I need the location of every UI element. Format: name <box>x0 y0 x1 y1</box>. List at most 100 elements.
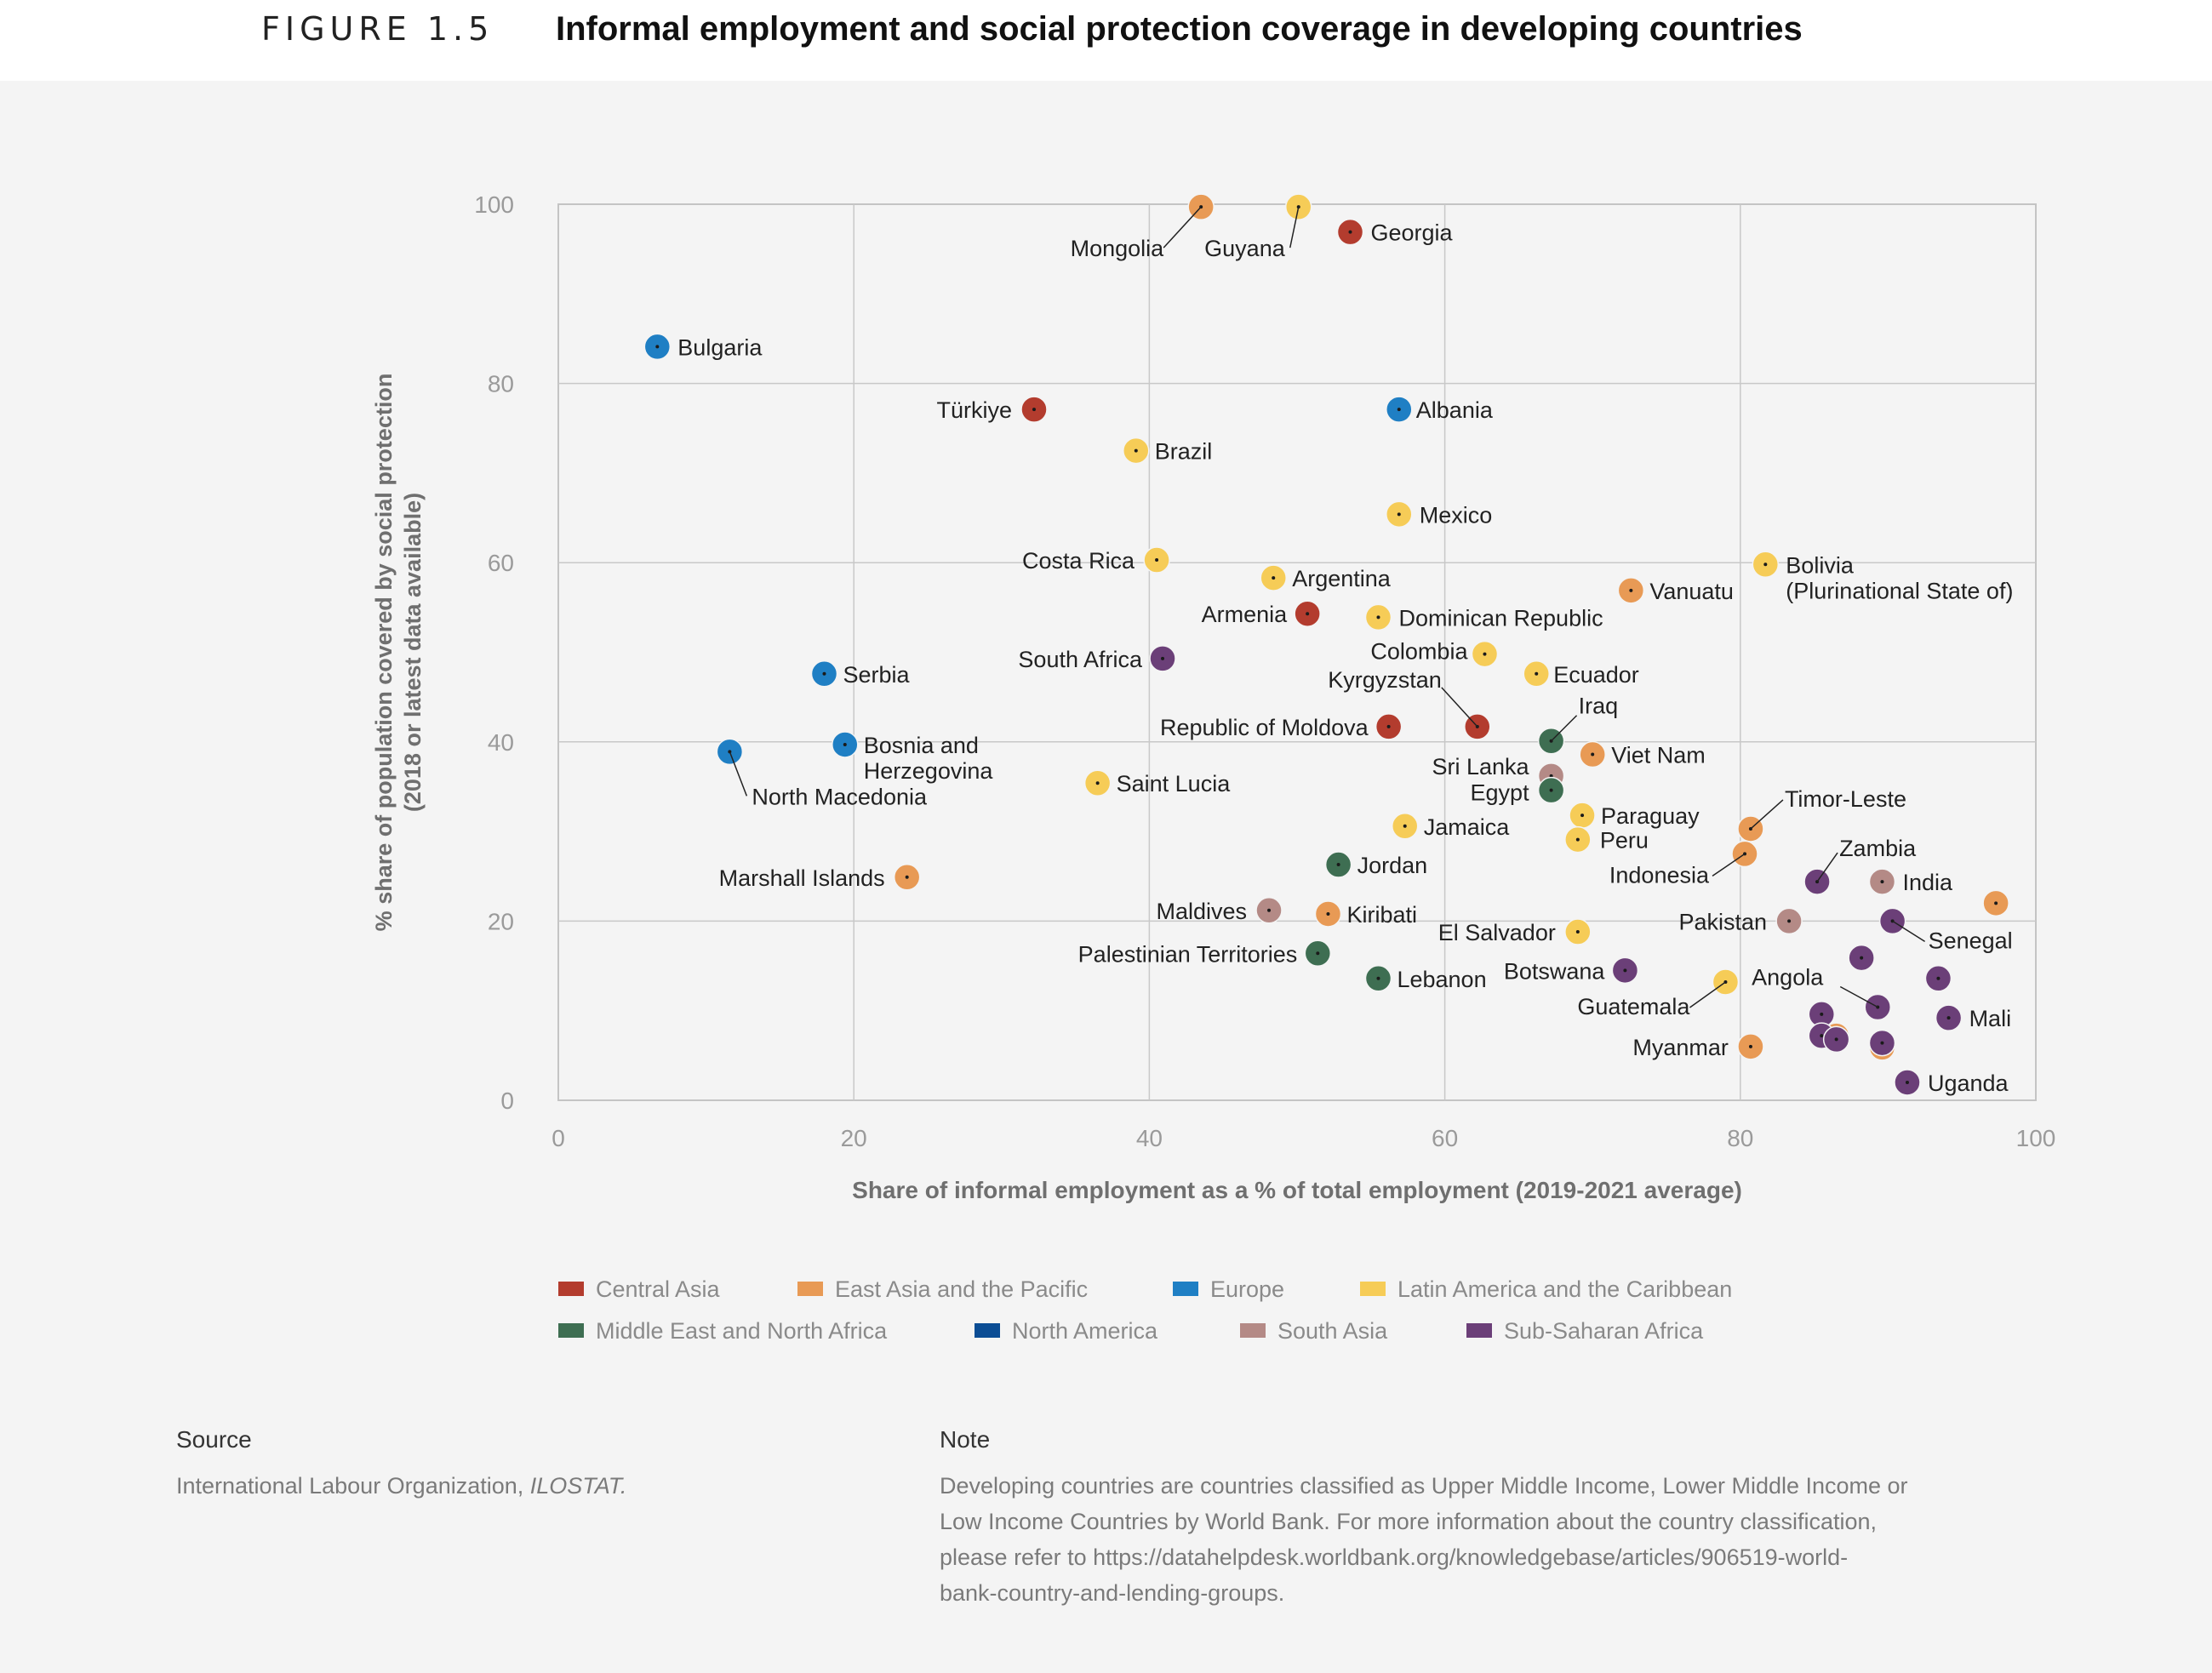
y-tick-label: 20 <box>488 908 514 934</box>
label-leader-line <box>1712 853 1746 877</box>
point-label: Iraq <box>1579 694 1619 719</box>
legend-swatch <box>558 1282 584 1296</box>
point-label: Pakistan <box>1679 909 1768 934</box>
y-tick-label: 100 <box>474 191 514 218</box>
point-label: Jamaica <box>1424 814 1511 840</box>
legend-swatch <box>797 1282 823 1296</box>
note-line: Developing countries are countries class… <box>940 1473 1908 1499</box>
point-label: Myanmar <box>1632 1035 1729 1060</box>
y-tick-label: 60 <box>488 550 514 576</box>
data-point-center <box>1787 919 1792 923</box>
data-point-center <box>1936 976 1941 980</box>
figure-label: FIGURE 1.5 <box>261 10 494 48</box>
data-point-center <box>1994 901 1998 905</box>
note-line: Low Income Countries by World Bank. For … <box>940 1509 1878 1534</box>
data-point-center <box>1880 880 1884 884</box>
point-label: Serbia <box>843 662 910 688</box>
point-label: Mongolia <box>1071 236 1165 261</box>
legend-swatch <box>558 1323 584 1338</box>
point-label: India <box>1902 870 1953 895</box>
point-label: Bolivia <box>1786 552 1855 578</box>
y-axis-label: % share of population covered by social … <box>371 374 426 932</box>
label-leader-line <box>729 751 748 797</box>
point-label: Lebanon <box>1397 967 1486 992</box>
label-leader-line <box>1163 206 1202 248</box>
source-heading: Source <box>176 1426 252 1453</box>
data-point-center <box>905 875 909 879</box>
point-label: Türkiye <box>936 397 1012 423</box>
data-point-center <box>1348 230 1352 234</box>
data-point-center <box>822 671 826 676</box>
data-point-center <box>1403 824 1407 828</box>
data-point-center <box>1161 656 1165 660</box>
x-tick-label: 20 <box>841 1125 867 1151</box>
data-point-center <box>1134 448 1138 453</box>
legend-label: Central Asia <box>596 1276 721 1302</box>
x-axis-label: Share of informal employment as a % of t… <box>852 1177 1742 1203</box>
point-label: Timor-Leste <box>1785 786 1906 812</box>
point-label: Guyana <box>1204 236 1286 261</box>
point-label: South Africa <box>1018 647 1143 672</box>
point-label: Palestinian Territories <box>1078 941 1298 967</box>
point-label: Indonesia <box>1609 862 1710 888</box>
legend-label: Europe <box>1210 1276 1284 1302</box>
data-point-center <box>1763 562 1768 567</box>
label-leader-line <box>1839 985 1878 1008</box>
label-leader-line <box>1689 981 1726 1008</box>
point-label: Argentina <box>1292 566 1392 591</box>
data-point-center <box>1483 652 1487 656</box>
y-axis-label-line: (2018 or latest data available) <box>400 493 426 812</box>
point-label: Vanuatu <box>1649 579 1734 604</box>
data-point-center <box>1316 951 1320 956</box>
data-point-center <box>1032 408 1036 412</box>
legend-swatch <box>975 1323 1000 1338</box>
point-label: Paraguay <box>1601 803 1700 829</box>
note-line: bank-country-and-lending-groups. <box>940 1580 1285 1606</box>
data-point-center <box>1376 615 1380 620</box>
legend-label: East Asia and the Pacific <box>835 1276 1088 1302</box>
legend-label: Middle East and North Africa <box>596 1318 888 1344</box>
point-label: Brazil <box>1155 439 1213 465</box>
point-label: Jordan <box>1357 853 1428 878</box>
point-label: Uganda <box>1928 1071 2009 1096</box>
legend-swatch <box>1466 1323 1492 1338</box>
legend-label: North America <box>1012 1318 1158 1344</box>
data-point-center <box>1591 752 1595 757</box>
point-label: Viet Nam <box>1611 743 1706 768</box>
data-point-center <box>1306 612 1310 616</box>
point-label: Republic of Moldova <box>1160 715 1369 740</box>
data-point-center <box>1580 814 1585 818</box>
y-tick-label: 80 <box>488 371 514 397</box>
label-leader-line <box>1289 207 1300 248</box>
data-point-center <box>1095 781 1100 785</box>
point-label: Kiribati <box>1346 902 1417 928</box>
figure-header: FIGURE 1.5 Informal employment and socia… <box>0 0 2212 81</box>
data-point-center <box>1376 976 1380 980</box>
point-label: Bosnia and <box>864 733 979 758</box>
legend-swatch <box>1240 1323 1266 1338</box>
data-point-center <box>1748 1044 1752 1048</box>
data-point-center <box>1397 408 1401 412</box>
data-point-center <box>1575 837 1580 842</box>
note-heading: Note <box>940 1426 991 1453</box>
data-point-center <box>1549 774 1553 778</box>
point-label: Angola <box>1752 964 1824 990</box>
legend-swatch <box>1360 1282 1386 1296</box>
x-tick-label: 40 <box>1136 1125 1163 1151</box>
point-label: Saint Lucia <box>1117 771 1232 797</box>
point-label: Costa Rica <box>1022 548 1135 574</box>
data-point-center <box>1549 788 1553 792</box>
point-label: North Macedonia <box>752 784 928 809</box>
data-point-center <box>1946 1016 1951 1020</box>
x-tick-label: 100 <box>2016 1125 2056 1151</box>
data-point-center <box>1834 1037 1838 1042</box>
point-label: Mexico <box>1420 502 1493 528</box>
y-tick-label: 40 <box>488 729 514 756</box>
point-label: Bulgaria <box>677 334 763 360</box>
label-leader-line <box>1750 799 1784 830</box>
source-text: International Labour Organization, ILOST… <box>176 1468 626 1504</box>
data-point-center <box>1397 512 1401 517</box>
x-tick-label: 0 <box>552 1125 565 1151</box>
data-point-center <box>1272 576 1276 580</box>
